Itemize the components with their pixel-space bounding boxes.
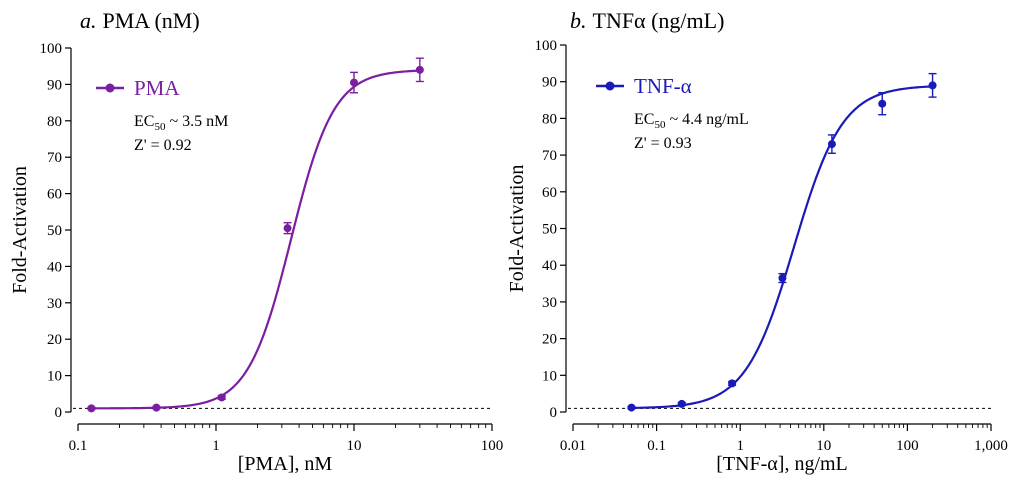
chart1-y-label: Fold-Activation (9, 166, 31, 294)
chart1-x-tick-label: 1 (212, 438, 220, 454)
chart1-data-point (152, 403, 161, 412)
chart2-data-point (778, 274, 787, 283)
chart1-z-prime-annotation: Z' = 0.92 (134, 137, 192, 154)
chart1-data-point (217, 393, 226, 402)
chart2-x-tick-label: 10 (816, 438, 831, 454)
chart2-y-tick-label: 0 (550, 405, 558, 421)
chart1-x-label: [PMA], nM (238, 453, 333, 475)
chart1-y-tick-label: 10 (47, 369, 62, 385)
chart1-title-text: PMA (nM) (103, 8, 200, 33)
chart2-y-tick-label: 70 (542, 148, 557, 164)
chart2-x-tick-label: 0.01 (560, 438, 586, 454)
chart2-y-label: Fold-Activation (506, 165, 528, 293)
chart1-y-tick-label: 90 (47, 77, 62, 93)
chart2-y-tick-label: 60 (542, 185, 557, 201)
chart2-y-tick-label: 30 (542, 295, 557, 311)
chart2-y-tick-label: 80 (542, 111, 557, 127)
chart2-legend: TNF-α (596, 74, 692, 98)
chart1-y-tick-label: 0 (55, 405, 63, 421)
chart2-title-prefix: b. (570, 8, 587, 33)
chart2-y-tick-label: 20 (542, 332, 557, 348)
chart1-data-point (283, 224, 292, 233)
chart1-x-tick-label: 0.1 (69, 438, 88, 454)
chart2-legend-label: TNF-α (634, 74, 692, 98)
chart2-title-text: TNFα (ng/mL) (593, 8, 725, 33)
chart2-legend-marker (605, 81, 615, 91)
chart1-x-tick-label: 100 (481, 438, 504, 454)
chart1-legend: PMA (96, 76, 180, 100)
chart2-data-point (827, 140, 836, 149)
chart1-y-tick-label: 50 (47, 223, 62, 239)
chart2-data-point (627, 403, 636, 412)
chart1-panel: a. PMA (nM) 0 10 20 30 40 50 60 70 80 90 100 0.1 1 10 10… (9, 8, 503, 475)
chart2-y-tick-label: 50 (542, 222, 557, 238)
chart2-x-label: [TNF-α], ng/mL (716, 453, 848, 475)
chart1-y-tick-label: 100 (40, 41, 63, 57)
chart1-y-tick-label: 70 (47, 150, 62, 166)
chart2-x-tick-label: 1,000 (974, 438, 1008, 454)
chart2-ec50-annotation: EC50 ~ 4.4 ng/mL (634, 111, 749, 131)
chart1-fit-curve (88, 69, 423, 410)
chart2-z-prime-annotation: Z' = 0.93 (634, 135, 692, 152)
chart1-legend-label: PMA (134, 76, 180, 100)
chart1-legend-marker (105, 83, 115, 93)
chart1-y-tick-label: 80 (47, 114, 62, 130)
chart1-data-point (415, 65, 424, 74)
chart2-y-tick-label: 10 (542, 368, 557, 384)
chart2-data-point (878, 99, 887, 108)
chart1-title: a. PMA (nM) (80, 8, 200, 33)
chart2-x-tick-label: 0.1 (647, 438, 666, 454)
chart2-title: b. TNFα (ng/mL) (570, 8, 724, 33)
chart1-ec50-annotation: EC50 ~ 3.5 nM (134, 113, 228, 133)
chart2-x-tick-label: 1 (736, 438, 744, 454)
chart1-title-prefix: a. (80, 8, 97, 33)
chart1-y-tick-label: 40 (47, 259, 62, 275)
chart2-y-tick-label: 40 (542, 258, 557, 274)
chart2-y-tick-label: 100 (535, 38, 558, 54)
chart2-y-tick-label: 90 (542, 75, 557, 91)
chart1-data-point (87, 404, 96, 413)
chart1-data-point (350, 78, 358, 87)
chart2-data-point (928, 81, 937, 90)
chart2-data-point (677, 399, 686, 408)
chart1-x-tick-label: 10 (347, 438, 362, 454)
chart1-y-tick-label: 20 (47, 332, 62, 348)
chart2-panel: b. TNFα (ng/mL) 0 10 20 30 40 50 60 70 80 90 100 0.01… (506, 8, 1008, 475)
chart1-y-tick-label: 30 (47, 296, 62, 312)
chart2-data-point (728, 379, 737, 388)
chart2-x-tick-label: 100 (896, 438, 919, 454)
chart1-y-tick-label: 60 (47, 187, 62, 203)
